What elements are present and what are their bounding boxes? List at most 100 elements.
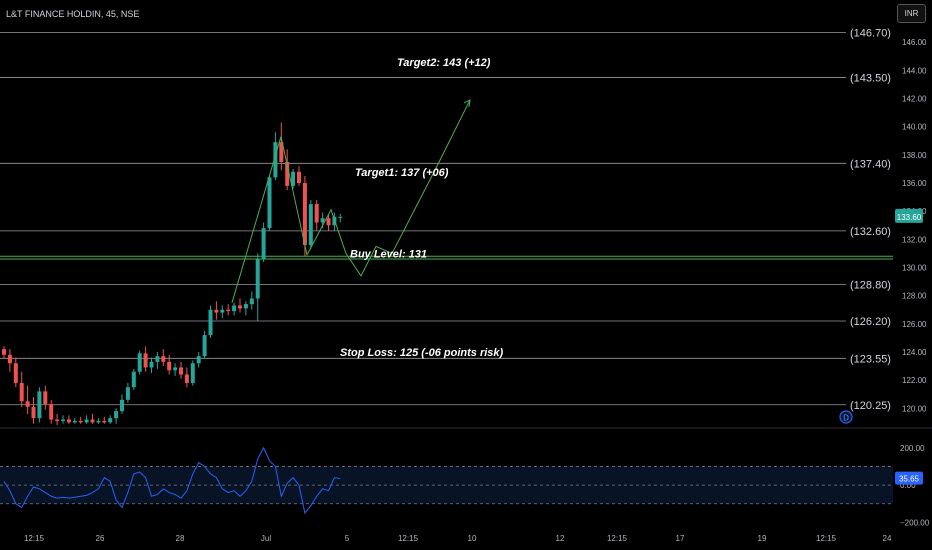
candle — [37, 387, 42, 423]
price-tick-label: 130.00 — [902, 264, 927, 273]
price-tick-label: 128.00 — [902, 292, 927, 301]
candle-body — [72, 420, 77, 423]
candle — [267, 174, 272, 231]
dividend-marker-circle — [839, 410, 853, 424]
candle-body — [208, 309, 213, 336]
annotation-label: Target1: 137 (+06) — [355, 167, 449, 179]
candle — [143, 346, 148, 372]
candle-body — [114, 411, 119, 419]
candle — [72, 418, 77, 424]
time-tick-label: 12:15 — [816, 534, 837, 543]
price-axis: 120.00 122.00 124.00 126.00 128.00 130.00 132.… — [895, 10, 927, 413]
level-label: (143.50) — [850, 72, 891, 84]
chart-title: L&T FINANCE HOLDIN, 45, NSE — [6, 9, 140, 19]
candle — [43, 385, 48, 410]
candle-body — [179, 367, 183, 375]
price-tick-label: 140.00 — [902, 123, 927, 132]
candle-body — [25, 401, 30, 407]
candle — [173, 363, 178, 376]
candle-body — [120, 399, 124, 412]
price-tick-label: 142.00 — [902, 95, 927, 104]
candle-body — [279, 142, 284, 162]
candle — [120, 394, 124, 414]
candle-body — [13, 363, 18, 383]
time-tick-label: 10 — [468, 534, 477, 543]
price-tick-label: 120.00 — [902, 404, 927, 413]
level-label: (123.55) — [850, 353, 891, 365]
candle-body — [37, 391, 42, 419]
candle-body — [55, 419, 60, 421]
last-price-label: 133.60 — [897, 213, 922, 222]
time-tick-label: 28 — [176, 534, 185, 543]
candle — [114, 408, 119, 424]
price-tick-label: 138.00 — [902, 151, 927, 160]
candle — [179, 361, 183, 379]
candle — [66, 415, 71, 424]
candle-body — [243, 304, 248, 309]
candle — [285, 149, 290, 191]
candle-body — [43, 391, 48, 405]
candle-body — [314, 204, 319, 223]
candle — [102, 416, 107, 424]
candle — [78, 416, 83, 424]
annotation-label: Buy Level: 131 — [350, 248, 427, 260]
candle — [19, 371, 24, 407]
oscillator-tick-label: 200.00 — [900, 444, 925, 453]
candle — [137, 350, 142, 375]
currency-button[interactable]: INR — [897, 4, 926, 23]
horizontal-levels: (146.70) (143.50) (137.40) (132.60) (128.80)… — [0, 27, 932, 429]
candle-body — [90, 419, 95, 423]
candle — [232, 302, 237, 316]
time-tick-label: 12:15 — [24, 534, 45, 543]
price-tick-label: 146.00 — [902, 38, 927, 47]
projection-arrowhead — [463, 99, 471, 108]
dividend-marker: D — [839, 410, 853, 424]
candle-body — [255, 259, 260, 299]
candle — [208, 305, 213, 338]
candle-body — [49, 404, 54, 420]
candle-body — [338, 216, 343, 218]
candle — [31, 397, 36, 424]
time-tick-label: 24 — [883, 534, 892, 543]
candle — [125, 382, 130, 403]
candle-body — [143, 353, 148, 368]
candle — [249, 291, 254, 310]
oscillator-pane: 200.00 0.00 −200.00 35.65 — [0, 444, 930, 527]
candle-body — [31, 406, 36, 419]
candle-body — [291, 171, 296, 186]
time-axis: 12:15 26 28 Jul 5 12:15 10 12 12:15 17 19 12:15 24 — [24, 534, 892, 543]
time-tick-label: Jul — [261, 534, 271, 543]
candle — [202, 330, 207, 360]
oscillator-tick-label: −200.00 — [900, 518, 930, 527]
candle — [214, 301, 219, 320]
candle-body — [137, 353, 142, 372]
last-price-badge — [895, 208, 923, 223]
candle-body — [131, 371, 136, 388]
candle — [108, 415, 113, 424]
candle — [7, 349, 12, 372]
candle — [25, 385, 30, 414]
candle-body — [267, 177, 272, 229]
oscillator-line — [3, 446, 341, 515]
candle-body — [125, 387, 130, 400]
candle-body — [285, 161, 290, 186]
candle-body — [61, 419, 65, 421]
candle — [49, 399, 54, 424]
price-tick-label: 144.00 — [902, 66, 927, 75]
candles — [2, 122, 343, 426]
candle-body — [226, 309, 231, 312]
candle — [149, 357, 154, 374]
candle-body — [238, 305, 242, 309]
level-label: (128.80) — [850, 279, 891, 291]
candle — [261, 222, 266, 262]
candle — [297, 166, 301, 186]
time-tick-label: 17 — [676, 534, 685, 543]
time-tick-label: 12:15 — [398, 534, 419, 543]
candle — [2, 346, 6, 360]
time-tick-label: 12 — [556, 534, 565, 543]
candle-body — [232, 305, 237, 312]
projection-path — [231, 99, 471, 303]
level-label: (120.25) — [850, 400, 891, 412]
candle-body — [108, 418, 113, 423]
